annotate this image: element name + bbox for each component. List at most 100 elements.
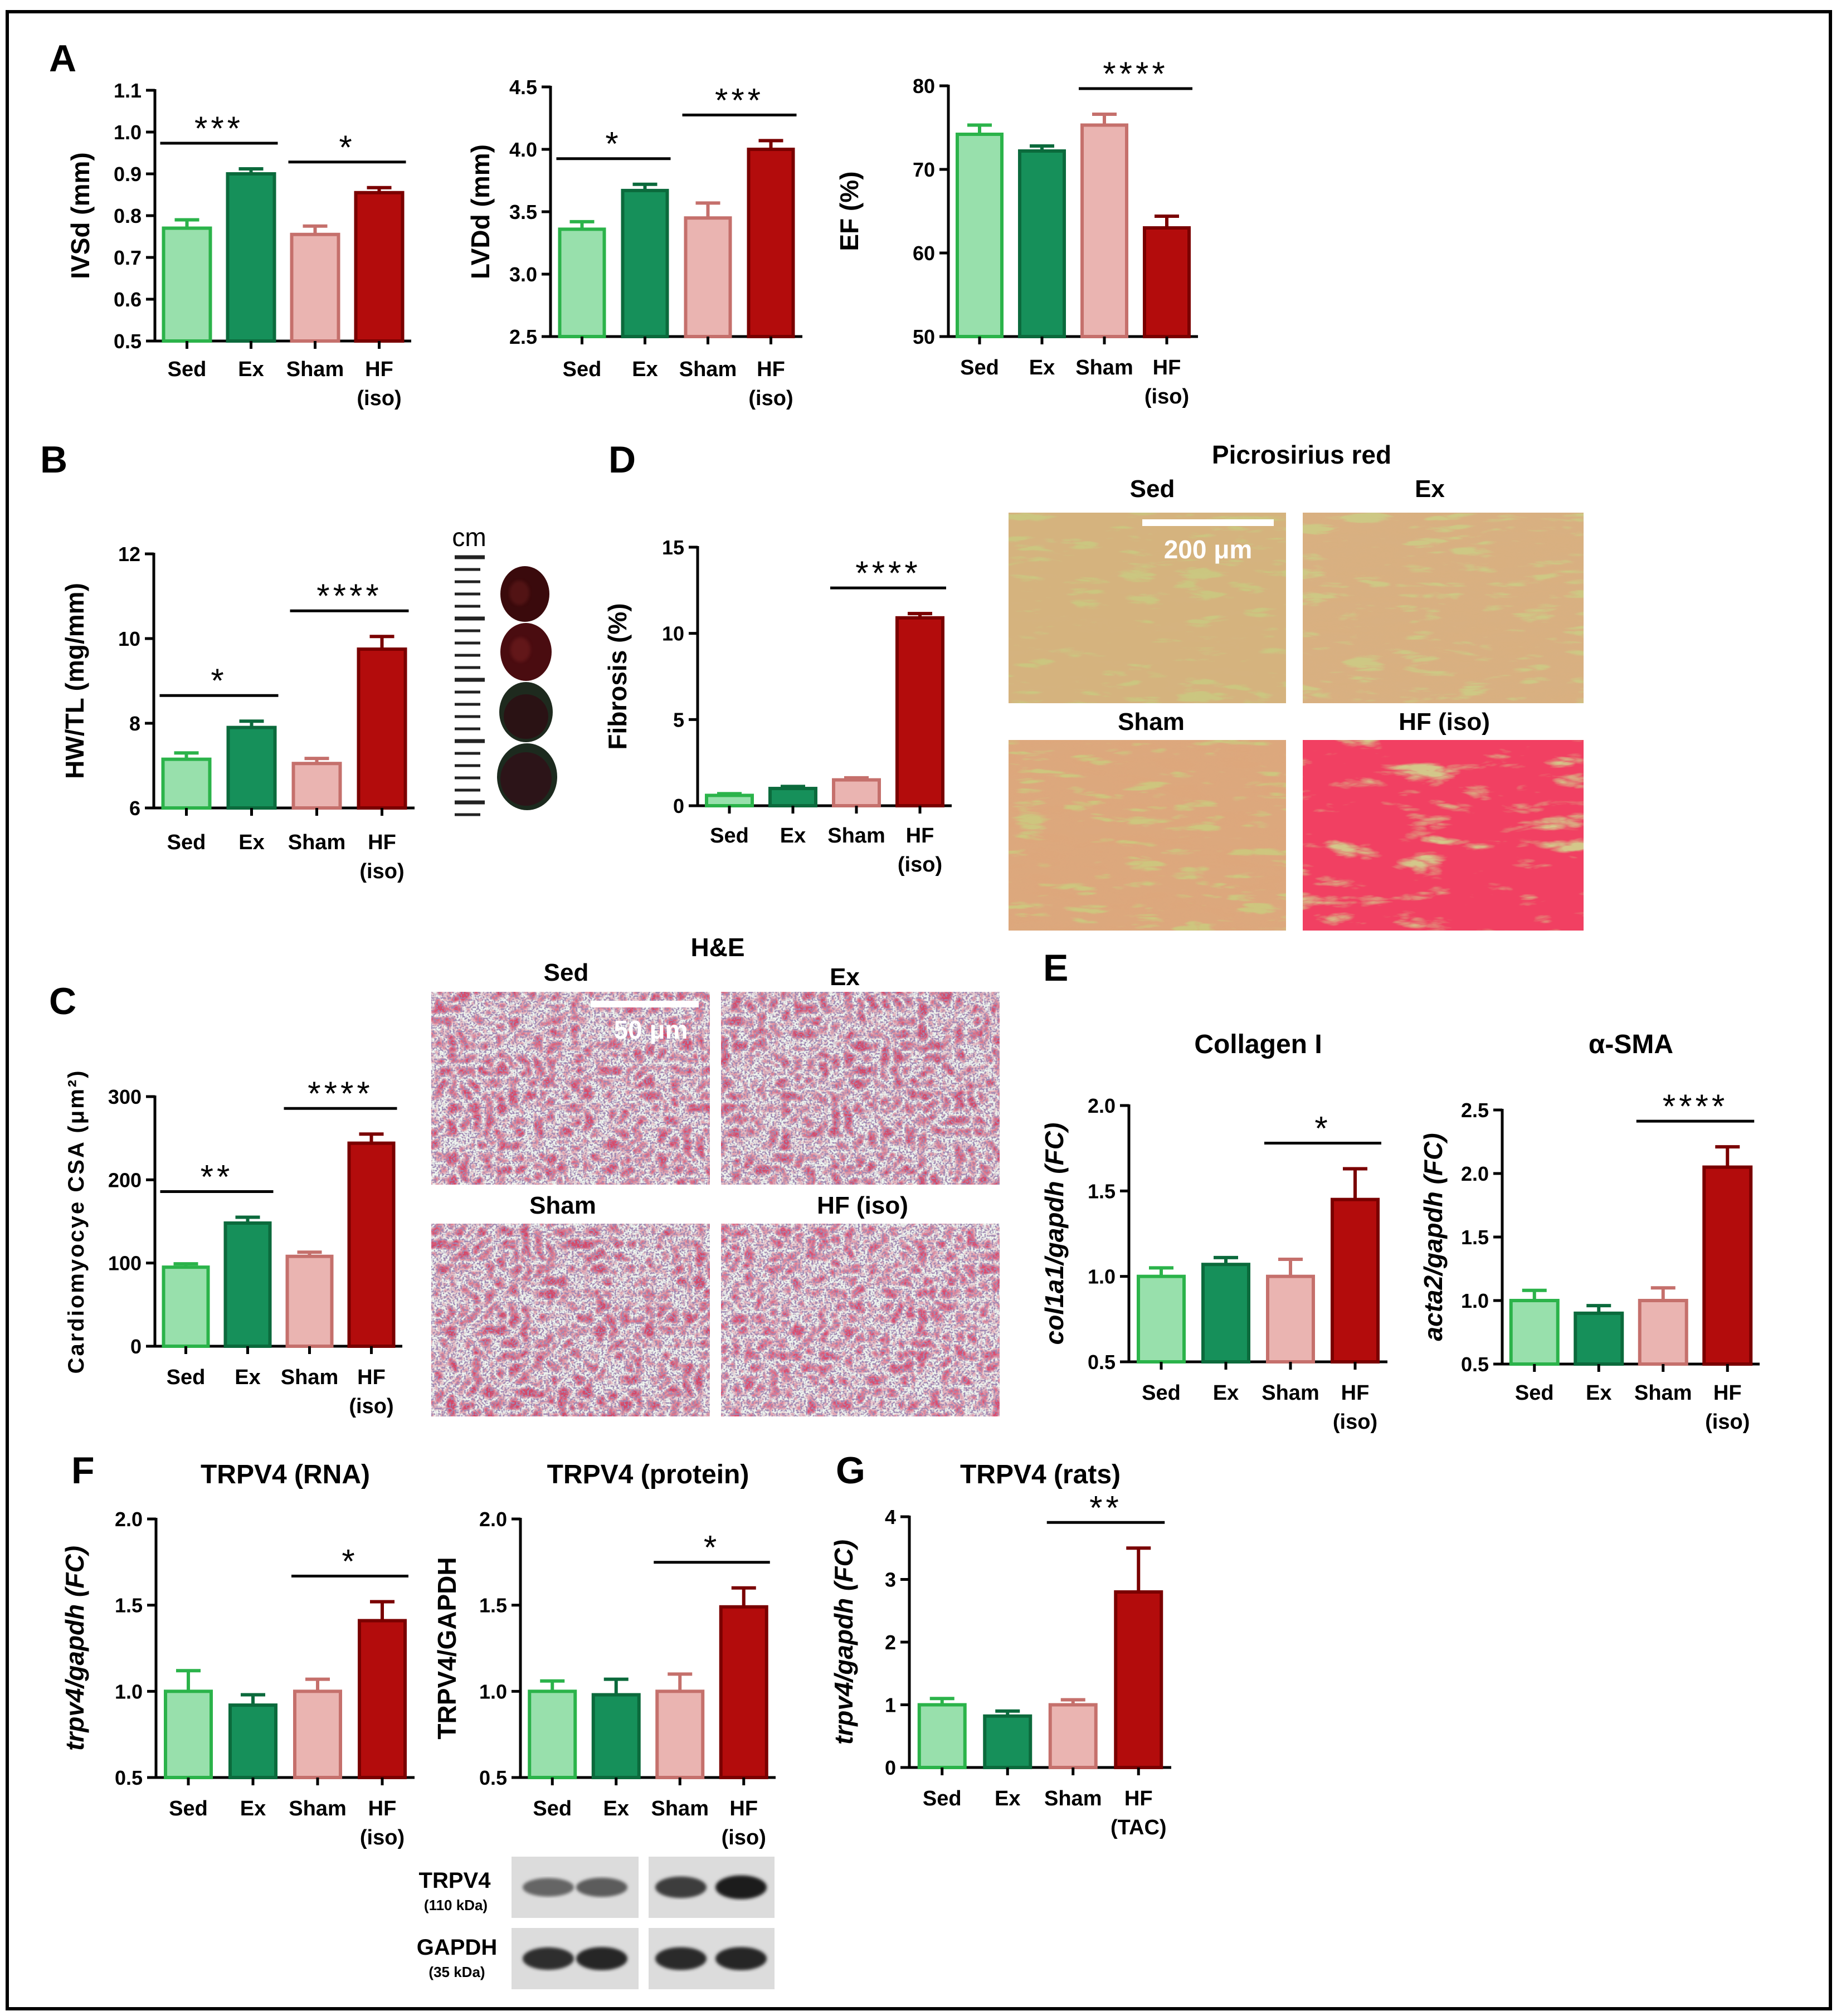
- blot-band: [523, 1878, 574, 1897]
- bar-2: [1018, 149, 1066, 338]
- panel-letter-a: A: [49, 37, 76, 80]
- panel-letter-e: E: [1043, 947, 1068, 989]
- bar-2: [226, 725, 277, 810]
- he-panel: H&E Sed Ex Sham HF (iso) 50 μm: [431, 933, 1000, 1416]
- bar-3: [291, 762, 342, 810]
- ruler: [455, 555, 485, 816]
- bar-3: [1080, 123, 1128, 338]
- x-category-label: Ex: [603, 1797, 629, 1820]
- y-tick-label: 10: [662, 622, 684, 645]
- heart-photo: cm: [452, 523, 557, 816]
- x-category-label: Sham: [1262, 1381, 1319, 1405]
- x-category-label: Sham: [1075, 356, 1133, 379]
- y-tick-label: 0.5: [114, 330, 142, 353]
- blot-band: [523, 1947, 574, 1970]
- y-tick-label: 300: [108, 1085, 142, 1108]
- y-tick-label: 3: [885, 1569, 896, 1591]
- x-category-label: Sed: [169, 1797, 208, 1820]
- panel-letter-b: B: [40, 439, 67, 481]
- x-category-label: Ex: [995, 1787, 1020, 1810]
- bar-4: [358, 1619, 407, 1779]
- y-tick-label: 0.8: [114, 204, 142, 227]
- he-image-sed: [431, 992, 710, 1185]
- picrosirius-label-ex: Ex: [1415, 475, 1445, 503]
- chart-lvdd: 2.5 3.0 3.5 4.0 4.5 LVDd (mm) Sed Ex Sham HF (iso)…: [466, 76, 802, 410]
- y-tick-label: 60: [913, 242, 935, 265]
- x-category-label: HF (iso): [1705, 1381, 1750, 1434]
- y-tick-label: 5: [673, 708, 684, 731]
- chart-title: TRPV4 (rats): [960, 1460, 1121, 1489]
- chart-fibrosis: 0 5 10 15 Fibrosis (%) Sed Ex Sham HF (iso) ****: [603, 536, 952, 876]
- y-tick-label: 2.5: [509, 325, 537, 348]
- y-axis-label: Cardiomyocye CSA (μm²): [64, 1069, 89, 1374]
- bar-4: [747, 148, 795, 338]
- y-tick-label: 0: [673, 795, 684, 817]
- x-category-label: Ex: [238, 358, 264, 381]
- x-category-label: Sham: [286, 358, 344, 381]
- x-category-label: HF (iso): [349, 1366, 393, 1418]
- x-category-label: Sham: [827, 824, 885, 848]
- bar-4: [354, 191, 405, 343]
- x-category-label: Sed: [960, 356, 999, 379]
- bar-4: [1702, 1165, 1753, 1366]
- x-category-label: Sham: [288, 831, 345, 854]
- significance-label: ****: [855, 554, 920, 592]
- bar-4: [895, 616, 944, 807]
- picrosirius-label-sham: Sham: [1118, 708, 1185, 736]
- y-tick-label: 15: [662, 536, 684, 559]
- bar-1: [1137, 1274, 1186, 1364]
- x-category-label: Sham: [1634, 1381, 1692, 1405]
- x-category-label: HF (iso): [898, 824, 942, 876]
- significance-label: *: [342, 1542, 358, 1580]
- chart-trpv4-rna: TRPV4 (RNA) 0.5 1.0 1.5 2.0 trpv4/gapdh (FC) S…: [60, 1460, 415, 1849]
- y-tick-label: 0.5: [1461, 1353, 1489, 1376]
- y-tick-label: 0: [885, 1756, 896, 1779]
- x-category-label: HF (iso): [1333, 1381, 1377, 1434]
- y-tick-label: 50: [913, 325, 935, 348]
- bar-1: [162, 1265, 210, 1348]
- he-label-sed: Sed: [544, 959, 589, 986]
- y-axis-label: trpv4/gapdh (FC): [60, 1546, 89, 1751]
- blot-band: [576, 1877, 627, 1897]
- x-category-label: HF (iso): [357, 358, 401, 410]
- y-tick-label: 3.0: [509, 263, 537, 286]
- x-category-label: Ex: [1029, 356, 1055, 379]
- x-category-label: Sed: [563, 358, 602, 381]
- chart-trpv4-protein: TRPV4 (protein) 0.5 1.0 1.5 2.0 TRPV4/GAPDH Se…: [432, 1460, 776, 1849]
- bar-4: [1143, 226, 1191, 338]
- he-label-sham: Sham: [529, 1192, 596, 1219]
- heart-sham-inner: [504, 694, 548, 739]
- chart-ivsd: 0.5 0.6 0.7 0.8 0.9 1.0 1.1 IVSd (mm) Sed Ex Sham H…: [66, 79, 411, 410]
- blot-trpv4-label: TRPV4: [419, 1868, 491, 1893]
- picrosirius-panel: Picrosirius red Sed Ex Sham HF (iso) 200…: [1009, 440, 1584, 931]
- he-image-ex: [721, 992, 1000, 1185]
- he-scale-label: 50 μm: [614, 1015, 688, 1044]
- y-tick-label: 4.5: [509, 76, 537, 99]
- y-axis-label: HW/TL (mg/mm): [60, 583, 89, 779]
- bar-2: [621, 188, 669, 338]
- bar-1: [161, 757, 212, 810]
- chart-title: TRPV4 (RNA): [201, 1460, 370, 1489]
- bar-3: [832, 778, 881, 807]
- significance-label: *: [211, 662, 227, 699]
- y-tick-label: 2: [885, 1631, 896, 1654]
- x-category-label: HF (TAC): [1111, 1787, 1167, 1839]
- picrosirius-label-sed: Sed: [1130, 475, 1175, 503]
- bar-3: [290, 232, 340, 343]
- x-category-label: Ex: [1586, 1381, 1611, 1405]
- chart-title: Collagen I: [1194, 1030, 1322, 1059]
- bar-3: [293, 1689, 342, 1779]
- ruler-unit-label: cm: [452, 523, 486, 552]
- bar-3: [1266, 1274, 1315, 1364]
- y-tick-label: 0.6: [114, 288, 142, 311]
- panel-letter-f: F: [71, 1449, 95, 1492]
- y-axis-label: TRPV4/GAPDH: [432, 1557, 461, 1739]
- y-tick-label: 2.0: [479, 1508, 507, 1531]
- bar-3: [1638, 1299, 1688, 1366]
- y-tick-label: 12: [118, 543, 140, 566]
- bar-3: [655, 1689, 705, 1779]
- panel-letter-d: D: [608, 439, 636, 481]
- significance-label: ****: [1663, 1088, 1728, 1125]
- bar-2: [1574, 1311, 1624, 1366]
